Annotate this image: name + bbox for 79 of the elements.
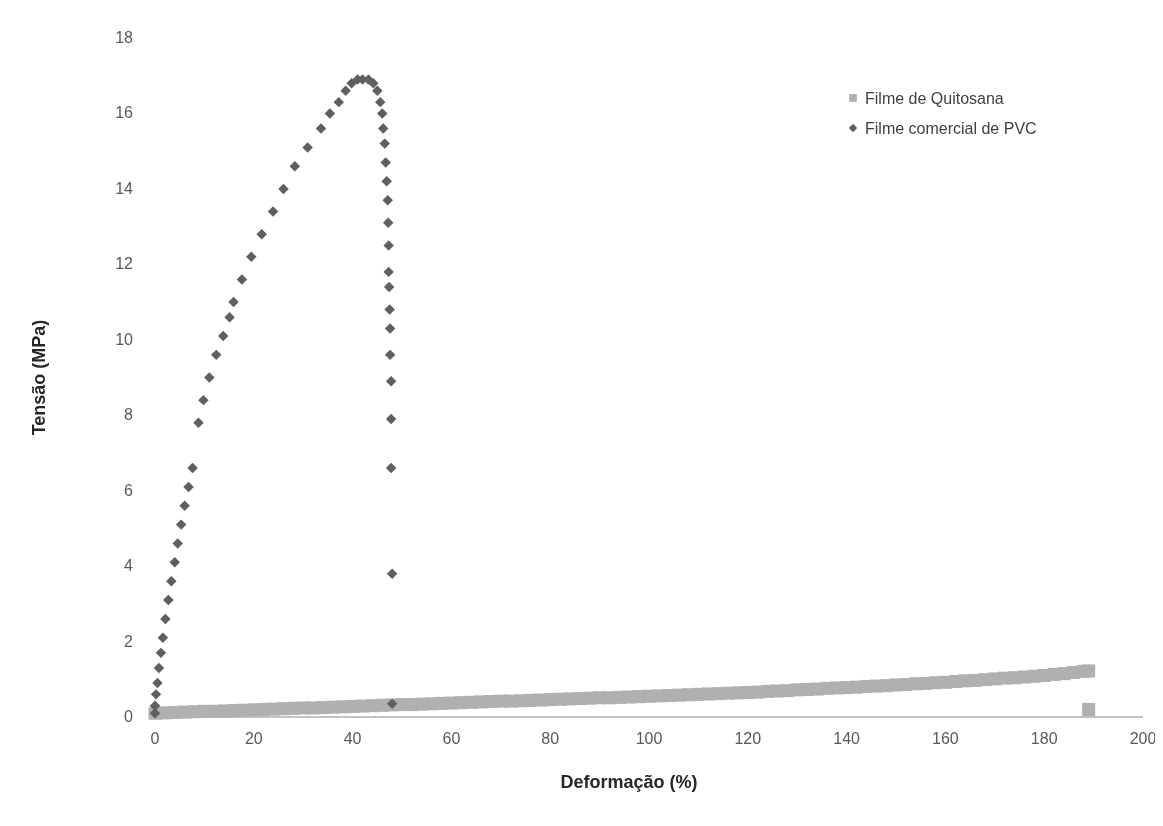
- y-tick-label: 18: [115, 29, 134, 46]
- x-tick-label: 120: [734, 730, 762, 747]
- point: [198, 394, 209, 406]
- point: [204, 372, 215, 383]
- point: [166, 575, 177, 587]
- y-tick-label: 14: [115, 179, 134, 197]
- point: [149, 700, 161, 711]
- y-tick-label: 0: [124, 708, 134, 725]
- point: [382, 194, 393, 206]
- x-tick-label: 60: [442, 730, 461, 747]
- point: [384, 304, 395, 315]
- point: [324, 108, 336, 119]
- point: [385, 376, 397, 387]
- x-tick-label: 100: [635, 730, 663, 747]
- point: [172, 538, 183, 549]
- legend-label: Filme comercial de PVC: [865, 120, 1037, 137]
- point: [217, 330, 229, 342]
- point: [383, 240, 394, 251]
- point: [383, 266, 394, 278]
- point: [187, 462, 198, 474]
- y-tick-label: 8: [124, 406, 134, 424]
- point: [379, 138, 390, 149]
- point: [386, 568, 398, 579]
- point: [368, 78, 379, 89]
- point: [384, 349, 396, 361]
- point: [315, 123, 327, 134]
- point: [179, 500, 190, 511]
- point: [333, 96, 345, 108]
- point: [384, 323, 396, 334]
- y-tick-label: 6: [124, 481, 134, 499]
- x-tick-label: 200: [1129, 730, 1157, 747]
- point: [381, 176, 392, 187]
- point: [289, 161, 301, 172]
- x-tick-label: 160: [932, 730, 959, 747]
- point: [377, 123, 389, 134]
- point: [340, 85, 351, 97]
- point: [382, 217, 394, 229]
- point: [169, 557, 180, 568]
- x-tick-label: 140: [833, 730, 861, 747]
- point: [380, 157, 391, 168]
- point: [163, 594, 174, 606]
- point: [302, 142, 313, 153]
- x-tick-label: 180: [1030, 730, 1058, 747]
- point: [385, 462, 397, 474]
- point: [278, 183, 289, 195]
- point: [150, 689, 162, 700]
- point: [346, 78, 357, 89]
- point: [183, 481, 194, 493]
- point: [236, 274, 248, 285]
- y-tick-label: 12: [115, 255, 134, 273]
- point: [224, 311, 235, 323]
- legend-label: Filme de Quitosana: [865, 90, 1004, 107]
- x-axis-title: Deformação (%): [560, 772, 698, 792]
- x-tick-label: 0: [150, 730, 160, 747]
- point: [267, 206, 279, 217]
- y-tick-label: 2: [124, 632, 134, 650]
- point: [385, 413, 397, 425]
- x-tick-label: 40: [343, 730, 362, 747]
- point: [153, 662, 165, 674]
- x-tick-label: 80: [541, 730, 560, 747]
- point: [372, 85, 383, 97]
- point: [228, 296, 239, 308]
- point: [193, 417, 204, 429]
- point: [152, 677, 163, 689]
- x-tick-label: 20: [244, 730, 263, 747]
- point: [256, 228, 267, 240]
- y-tick-label: 16: [115, 104, 134, 122]
- y-tick-label: 4: [124, 557, 134, 575]
- point: [246, 251, 257, 263]
- point: [383, 281, 395, 293]
- point: [375, 96, 386, 108]
- y-tick-label: 10: [115, 330, 134, 348]
- point: [377, 108, 388, 119]
- point: [155, 647, 167, 659]
- y-axis-title: Tensão (MPa): [29, 319, 49, 436]
- point: [175, 519, 187, 530]
- point: [211, 349, 222, 361]
- point: [157, 632, 169, 644]
- point: [160, 613, 171, 625]
